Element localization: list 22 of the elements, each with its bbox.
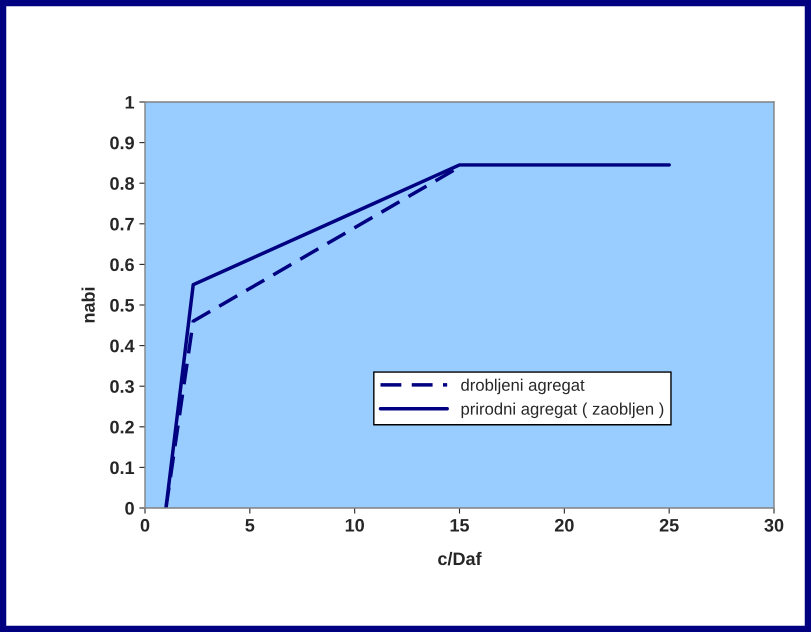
y-tick-label: 0.4 — [110, 340, 134, 352]
x-tick-label: 0 — [140, 518, 150, 532]
y-tick-label: 1 — [126, 96, 134, 109]
y-tick-label: 0.8 — [110, 177, 134, 190]
legend-label: drobljeni agregat — [461, 378, 585, 394]
x-tick-label: 5 — [245, 519, 254, 532]
x-tick-label: 30 — [764, 518, 784, 532]
y-tick-label: 0.9 — [110, 136, 134, 150]
y-tick-label: 0.5 — [110, 298, 134, 312]
legend-label: prirodni agregat ( zaobljen ) — [462, 402, 664, 418]
y-tick-label: 0.7 — [110, 218, 134, 231]
x-tick-label: 20 — [554, 518, 574, 532]
y-axis-title: nabi — [82, 288, 95, 322]
x-tick-label: 15 — [450, 519, 470, 532]
x-tick-label: 25 — [660, 518, 679, 532]
x-tick-label: 10 — [346, 518, 364, 532]
y-tick-label: 0 — [125, 502, 134, 515]
y-tick-label: 0.1 — [110, 461, 134, 474]
y-tick-label: 0.2 — [110, 420, 134, 434]
y-tick-label: 0.6 — [110, 258, 134, 272]
x-axis-title: c/Daf — [438, 552, 482, 566]
y-tick-label: 0.3 — [110, 380, 134, 393]
